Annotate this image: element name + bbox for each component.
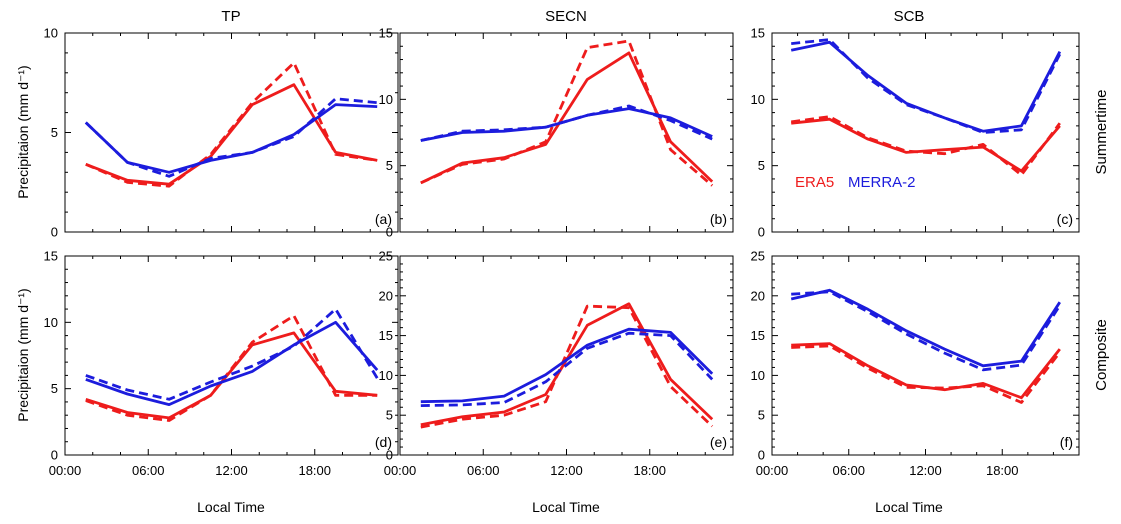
ytick-label-e: 15 [379, 328, 393, 343]
ytick-label-a: 5 [51, 125, 58, 140]
xtick-label-f: 12:00 [909, 463, 942, 478]
panel-frame-c [771, 32, 1080, 233]
ytick-label-b: 5 [386, 158, 393, 173]
ytick-label-e: 20 [379, 288, 393, 303]
series-b-merra2-dashed [420, 104, 713, 142]
ytick-label-c: 10 [751, 92, 765, 107]
xtick-label-f: 00:00 [756, 463, 789, 478]
ytick-label-d: 10 [44, 315, 58, 330]
ytick-label-e: 25 [379, 249, 393, 264]
ylabel-bottom: Precipitaion (mm d⁻¹) [15, 288, 31, 421]
ytick-label-d: 0 [51, 448, 58, 463]
series-d-era5-solid [85, 331, 378, 420]
panel-label-b: (b) [710, 211, 727, 227]
panel-label-d: (d) [375, 434, 392, 450]
ytick-label-b: 0 [386, 225, 393, 240]
xtick-label-e: 12:00 [550, 463, 583, 478]
panel-frame-d [64, 255, 399, 456]
panel-label-f: (f) [1060, 434, 1073, 450]
xlabel-col2: Local Time [532, 499, 600, 515]
legend-era5: ERA5 [795, 174, 834, 191]
ytick-label-f: 25 [751, 249, 765, 264]
xtick-label-d: 18:00 [298, 463, 331, 478]
xtick-label-d: 12:00 [215, 463, 248, 478]
xtick-label-d: 00:00 [49, 463, 82, 478]
series-a-merra2-dashed [84, 97, 378, 178]
series-d-merra2-solid [85, 320, 379, 407]
ytick-label-a: 10 [44, 26, 58, 41]
ytick-label-c: 0 [758, 225, 765, 240]
series-b-era5-dashed [420, 39, 714, 187]
xtick-label-d: 06:00 [132, 463, 165, 478]
series-a-era5-dashed [85, 61, 378, 188]
xtick-label-e: 00:00 [384, 463, 417, 478]
ytick-label-e: 10 [379, 368, 393, 383]
xlabel-col1: Local Time [197, 499, 265, 515]
series-f-era5-solid [791, 342, 1061, 400]
legend-merra2: MERRA-2 [848, 174, 916, 191]
row-label-composite: Composite [1093, 319, 1110, 391]
column-title-secn: SECN [545, 8, 587, 25]
series-f-era5-dashed [791, 344, 1061, 404]
series-f-merra2-dashed [791, 290, 1061, 372]
ytick-label-b: 10 [379, 92, 393, 107]
xtick-label-f: 18:00 [986, 463, 1019, 478]
series-c-merra2-solid [790, 40, 1062, 133]
series-e-merra2-dashed [420, 331, 714, 407]
ytick-label-c: 15 [751, 26, 765, 41]
series-c-merra2-dashed [791, 38, 1062, 134]
ylabel-top: Precipitaion (mm d⁻¹) [15, 65, 31, 198]
ytick-label-f: 0 [758, 448, 765, 463]
series-d-merra2-dashed [85, 307, 379, 401]
xtick-label-f: 06:00 [832, 463, 865, 478]
ytick-label-f: 10 [751, 368, 765, 383]
ytick-label-d: 5 [51, 381, 58, 396]
series-e-era5-dashed [420, 304, 714, 429]
row-label-summertime: Summertime [1093, 89, 1110, 174]
xtick-label-e: 06:00 [467, 463, 500, 478]
series-f-merra2-solid [790, 288, 1061, 368]
series-b-era5-solid [420, 51, 714, 185]
ytick-label-b: 15 [379, 26, 393, 41]
series-c-era5-dashed [791, 115, 1061, 177]
series-d-era5-dashed [85, 314, 378, 422]
text-layer: TP SECN SCB Precipitaion (mm d⁻¹) Precip… [15, 8, 1110, 515]
panel-frame-f [771, 255, 1080, 456]
column-title-tp: TP [221, 8, 240, 25]
panel-label-c: (c) [1057, 211, 1073, 227]
ytick-label-d: 15 [44, 249, 58, 264]
ytick-label-c: 5 [758, 158, 765, 173]
series-e-merra2-solid [420, 327, 714, 404]
panel-frame-e [399, 255, 734, 456]
ytick-label-e: 5 [386, 408, 393, 423]
ytick-label-e: 0 [386, 448, 393, 463]
ytick-label-a: 0 [51, 225, 58, 240]
data-layer [84, 38, 1062, 429]
panel-label-a: (a) [375, 211, 392, 227]
ytick-label-f: 15 [751, 328, 765, 343]
column-title-scb: SCB [894, 8, 925, 25]
panel-label-e: (e) [710, 434, 727, 450]
xtick-label-e: 18:00 [633, 463, 666, 478]
ytick-label-f: 20 [751, 288, 765, 303]
xlabel-col3: Local Time [875, 499, 943, 515]
ytick-label-f: 5 [758, 408, 765, 423]
panel-frame-b [399, 32, 734, 233]
